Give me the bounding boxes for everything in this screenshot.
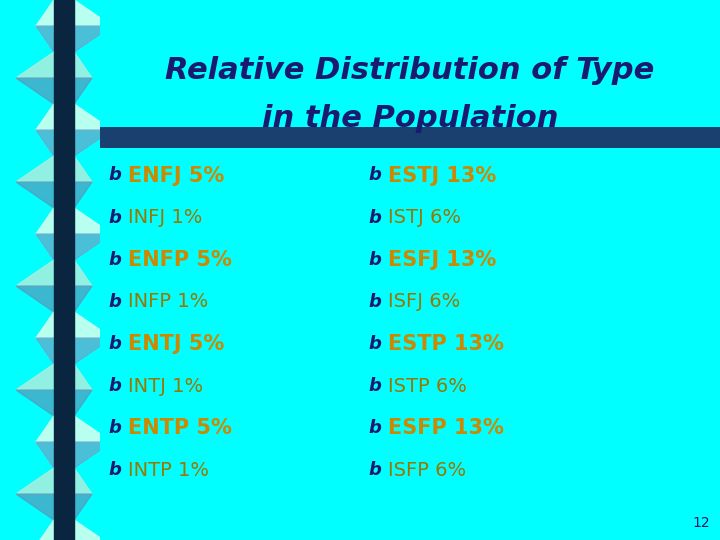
Polygon shape [36, 312, 112, 338]
Polygon shape [16, 286, 92, 312]
Text: b: b [368, 251, 381, 269]
Polygon shape [36, 208, 112, 234]
Text: b: b [109, 335, 122, 353]
Text: b: b [109, 377, 122, 395]
Text: b: b [368, 293, 381, 311]
Polygon shape [16, 364, 92, 390]
Polygon shape [16, 390, 92, 416]
Text: ENFJ 5%: ENFJ 5% [128, 165, 224, 186]
Polygon shape [16, 182, 92, 208]
Text: ESTP 13%: ESTP 13% [388, 334, 504, 354]
Text: Relative Distribution of Type: Relative Distribution of Type [166, 56, 654, 85]
FancyBboxPatch shape [100, 127, 720, 148]
Text: ISFP 6%: ISFP 6% [388, 461, 467, 480]
Text: ENFP 5%: ENFP 5% [128, 249, 232, 270]
Bar [0, 0, 100, 540]
Polygon shape [36, 26, 112, 52]
Text: b: b [109, 293, 122, 311]
Text: ESFP 13%: ESFP 13% [388, 418, 504, 438]
Text: b: b [368, 461, 381, 480]
Polygon shape [36, 104, 112, 130]
Text: b: b [109, 251, 122, 269]
Text: INTJ 1%: INTJ 1% [128, 376, 203, 396]
Text: 12: 12 [693, 516, 710, 530]
Text: INFP 1%: INFP 1% [128, 292, 208, 312]
Text: ISTJ 6%: ISTJ 6% [388, 208, 462, 227]
Polygon shape [16, 260, 92, 286]
Polygon shape [36, 0, 112, 26]
Polygon shape [36, 130, 112, 156]
Polygon shape [16, 468, 92, 494]
Text: b: b [109, 419, 122, 437]
Text: b: b [368, 377, 381, 395]
Text: b: b [368, 208, 381, 227]
Text: ISTP 6%: ISTP 6% [388, 376, 467, 396]
Text: ESTJ 13%: ESTJ 13% [388, 165, 497, 186]
Text: ENTP 5%: ENTP 5% [128, 418, 232, 438]
Text: INFJ 1%: INFJ 1% [128, 208, 202, 227]
Text: b: b [109, 461, 122, 480]
Text: b: b [109, 166, 122, 185]
Polygon shape [36, 520, 112, 540]
Polygon shape [16, 78, 92, 104]
Text: in the Population: in the Population [262, 104, 558, 133]
Polygon shape [16, 52, 92, 78]
Text: ISFJ 6%: ISFJ 6% [388, 292, 461, 312]
Text: ESFJ 13%: ESFJ 13% [388, 249, 497, 270]
Text: INTP 1%: INTP 1% [128, 461, 209, 480]
Polygon shape [36, 442, 112, 468]
Polygon shape [36, 416, 112, 442]
Text: b: b [109, 208, 122, 227]
Polygon shape [16, 494, 92, 520]
Polygon shape [36, 338, 112, 364]
Polygon shape [16, 156, 92, 182]
Text: b: b [368, 419, 381, 437]
Polygon shape [36, 234, 112, 260]
Text: b: b [368, 335, 381, 353]
Text: b: b [368, 166, 381, 185]
Text: ENTJ 5%: ENTJ 5% [128, 334, 224, 354]
